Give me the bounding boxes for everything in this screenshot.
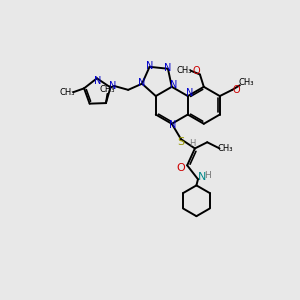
Text: N: N: [170, 80, 178, 89]
Text: CH₃: CH₃: [218, 144, 233, 153]
Text: CH₃: CH₃: [238, 79, 254, 88]
Text: N: N: [138, 78, 146, 88]
Text: N: N: [109, 81, 116, 91]
Text: N: N: [186, 88, 194, 98]
Text: O: O: [177, 163, 185, 173]
Text: CH₃: CH₃: [177, 66, 192, 75]
Text: N: N: [94, 76, 101, 85]
Text: H: H: [189, 139, 196, 148]
Text: O: O: [192, 66, 200, 76]
Text: H: H: [204, 171, 211, 180]
Text: CH₃: CH₃: [100, 85, 115, 94]
Text: O: O: [232, 85, 240, 95]
Text: CH₃: CH₃: [59, 88, 75, 97]
Text: N: N: [169, 119, 176, 130]
Text: N: N: [164, 63, 172, 73]
Text: N: N: [146, 61, 153, 71]
Text: S: S: [178, 137, 184, 147]
Text: N: N: [198, 172, 206, 182]
